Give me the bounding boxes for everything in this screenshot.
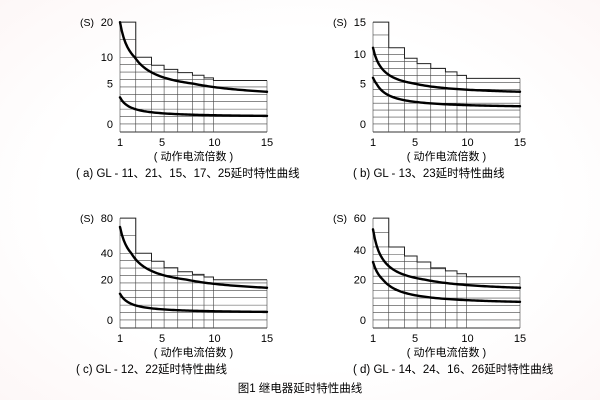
svg-text:5: 5 <box>159 137 165 149</box>
svg-text:0: 0 <box>360 119 366 131</box>
svg-text:10: 10 <box>101 52 113 64</box>
svg-text:1: 1 <box>370 137 376 149</box>
svg-text:10: 10 <box>461 333 473 345</box>
svg-text:15: 15 <box>354 17 366 29</box>
svg-text:图1 继电器延时特性曲线: 图1 继电器延时特性曲线 <box>238 381 363 395</box>
svg-text:(S): (S) <box>333 213 347 225</box>
svg-text:15: 15 <box>261 137 273 149</box>
svg-text:( 动作电流倍数 ): ( 动作电流倍数 ) <box>407 149 486 163</box>
svg-text:10: 10 <box>354 49 366 61</box>
svg-text:20: 20 <box>101 275 113 287</box>
svg-text:( b) GL - 13、23延时特性曲线: ( b) GL - 13、23延时特性曲线 <box>353 166 505 180</box>
svg-text:80: 80 <box>101 213 113 225</box>
svg-text:1: 1 <box>117 137 123 149</box>
svg-text:( c) GL - 12、22延时特性曲线: ( c) GL - 12、22延时特性曲线 <box>76 362 228 376</box>
svg-text:15: 15 <box>514 137 526 149</box>
svg-text:1: 1 <box>117 333 123 345</box>
svg-text:(S): (S) <box>80 17 94 29</box>
svg-text:40: 40 <box>354 245 366 257</box>
svg-text:60: 60 <box>354 213 366 225</box>
svg-text:( d) GL - 14、24、16、26延时特性曲线: ( d) GL - 14、24、16、26延时特性曲线 <box>353 362 554 376</box>
svg-text:15: 15 <box>514 333 526 345</box>
svg-text:( 动作电流倍数 ): ( 动作电流倍数 ) <box>154 149 233 163</box>
svg-text:(S): (S) <box>80 213 94 225</box>
svg-text:5: 5 <box>412 137 418 149</box>
svg-text:20: 20 <box>101 17 113 29</box>
svg-text:40: 40 <box>101 248 113 260</box>
svg-text:( 动作电流倍数 ): ( 动作电流倍数 ) <box>154 345 233 359</box>
svg-text:10: 10 <box>461 137 473 149</box>
svg-text:(S): (S) <box>333 17 347 29</box>
svg-text:0: 0 <box>360 315 366 327</box>
svg-text:20: 20 <box>354 275 366 287</box>
svg-text:( a) GL - 11、21、15、17、25延时特性曲线: ( a) GL - 11、21、15、17、25延时特性曲线 <box>76 166 300 180</box>
svg-text:5: 5 <box>360 79 366 91</box>
svg-text:5: 5 <box>412 333 418 345</box>
svg-text:1: 1 <box>370 333 376 345</box>
svg-text:10: 10 <box>208 137 220 149</box>
svg-text:5: 5 <box>159 333 165 345</box>
svg-text:15: 15 <box>261 333 273 345</box>
svg-text:0: 0 <box>107 119 113 131</box>
svg-text:0: 0 <box>107 315 113 327</box>
svg-text:10: 10 <box>208 333 220 345</box>
svg-text:( 动作电流倍数 ): ( 动作电流倍数 ) <box>407 345 486 359</box>
svg-text:5: 5 <box>107 79 113 91</box>
